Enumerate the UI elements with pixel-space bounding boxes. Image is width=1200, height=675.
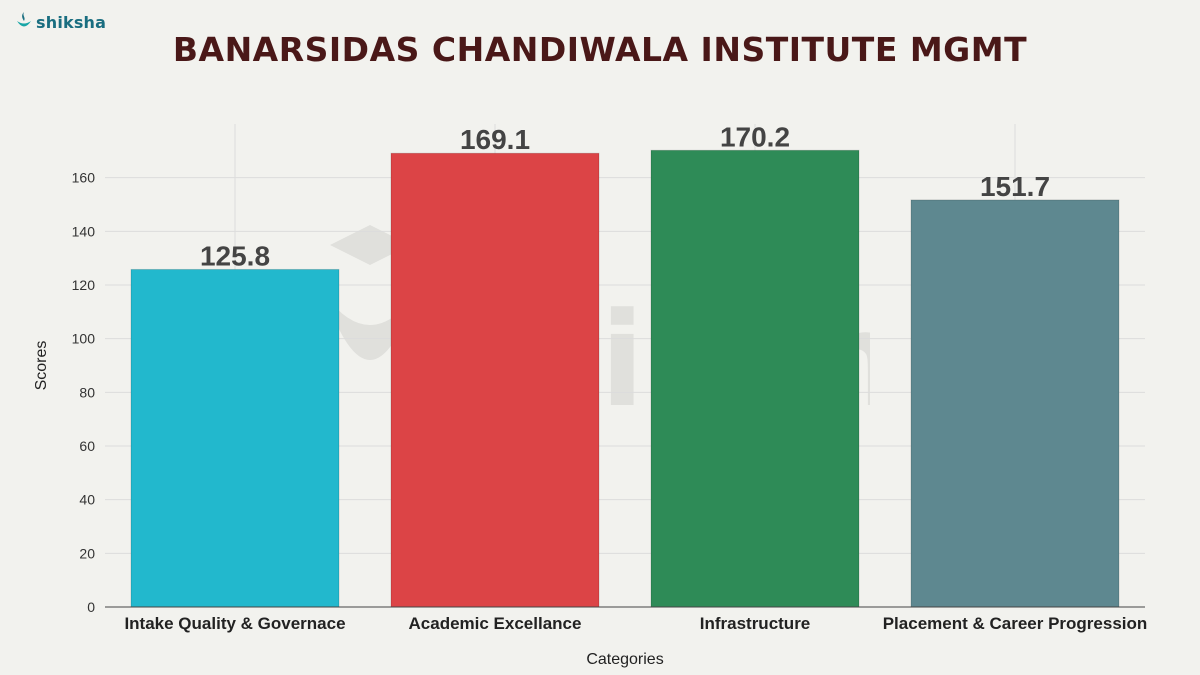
bar [910, 199, 1120, 608]
y-tick-label: 0 [87, 599, 95, 615]
y-tick-label: 140 [72, 223, 96, 239]
bar-value-label: 169.1 [460, 124, 530, 155]
bar-value-label: 170.2 [720, 121, 790, 152]
y-tick-label: 160 [72, 170, 96, 186]
y-tick-label: 40 [79, 492, 95, 508]
y-tick-label: 100 [72, 331, 96, 347]
x-tick-label: Intake Quality & Governace [124, 614, 345, 633]
bars [130, 149, 1120, 608]
y-tick-label: 80 [79, 384, 95, 400]
x-axis-label: Categories [586, 651, 663, 668]
y-axis-label: Scores [33, 341, 50, 391]
brand-logo: shiksha [14, 10, 106, 34]
y-axis-ticks: 0 20 40 60 80 100 120 140 160 [72, 170, 96, 615]
y-tick-label: 120 [72, 277, 96, 293]
bar-value-label: 125.8 [200, 240, 270, 271]
bar-value-label: 151.7 [980, 171, 1050, 202]
x-axis-ticks: Intake Quality & Governace Academic Excel… [124, 614, 1147, 633]
y-tick-label: 20 [79, 545, 95, 561]
bar [130, 268, 340, 608]
logo-text: shiksha [36, 12, 107, 32]
y-tick-label: 60 [79, 438, 95, 454]
x-tick-label: Placement & Career Progression [883, 614, 1148, 633]
x-tick-label: Academic Excellance [409, 614, 582, 633]
bar [650, 149, 860, 608]
x-tick-label: Infrastructure [700, 614, 811, 633]
value-labels: 125.8 169.1 170.2 151.7 [200, 121, 1050, 271]
bar [390, 152, 600, 608]
shiksha-lamp-icon [17, 12, 31, 27]
chart-title: BANARSIDAS CHANDIWALA INSTITUTE MGMT [172, 30, 1028, 69]
